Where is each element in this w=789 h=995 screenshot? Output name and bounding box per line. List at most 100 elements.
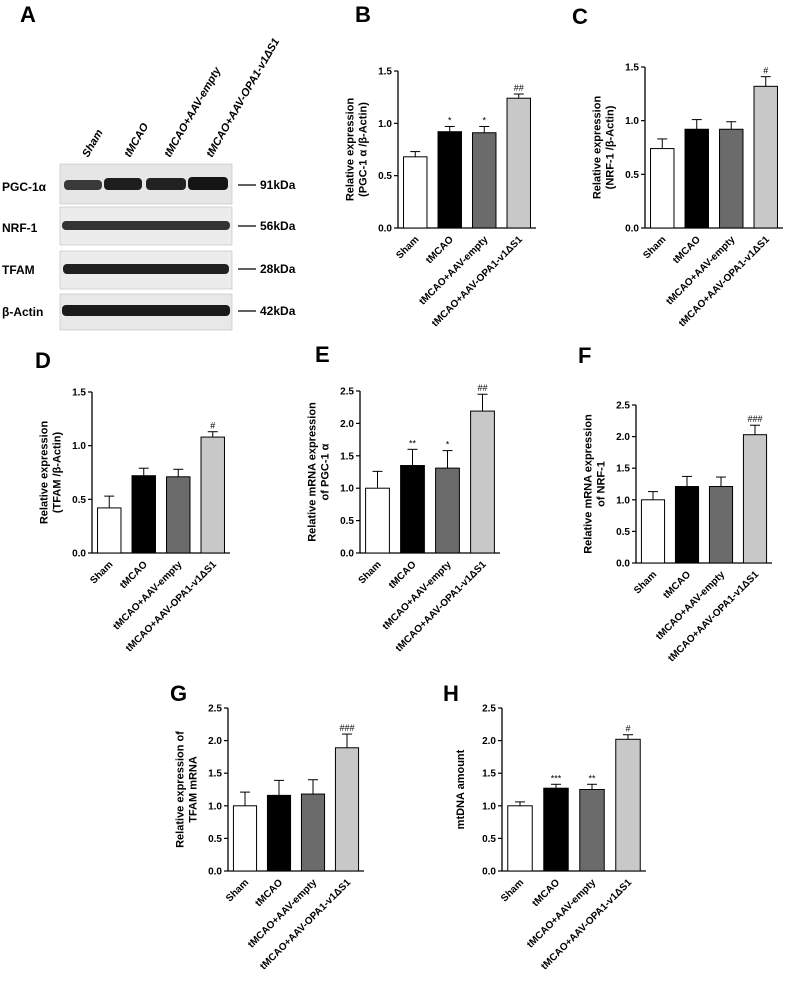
significance-aav-empty: ** xyxy=(588,773,596,783)
blot-band xyxy=(188,177,228,190)
significance-aav-opa1: ## xyxy=(477,383,487,393)
y-tick-label: 1.5 xyxy=(378,67,392,78)
category-label-aav-empty: tMCAO+AAV-empty xyxy=(381,559,454,632)
blot-band xyxy=(146,178,186,190)
bar-aav-opa1 xyxy=(334,747,360,872)
y-tick-label: 1.0 xyxy=(625,116,639,127)
category-label-sham: Sham xyxy=(224,877,251,904)
bar-sham xyxy=(650,148,675,229)
y-tick-label: 0.5 xyxy=(72,495,86,506)
significance-tmcao: ** xyxy=(409,438,417,448)
bar-tmcao xyxy=(437,131,462,229)
blot-band xyxy=(104,178,142,190)
y-axis-label: (TFAM /β-Actin) xyxy=(52,432,64,514)
y-tick-label: 2.5 xyxy=(482,704,496,715)
panel-letter-e: E xyxy=(315,342,330,367)
y-tick-label: 0.5 xyxy=(625,170,639,181)
y-axis-label: mtDNA amount xyxy=(455,749,467,829)
blot-row-tfam: TFAM 28kDa xyxy=(2,250,296,290)
blot-band xyxy=(64,180,102,190)
bar-tmcao xyxy=(674,486,700,564)
blot-row-actin: β-Actin 42kDa xyxy=(2,293,296,331)
blot-label-tfam: TFAM xyxy=(2,263,35,277)
y-tick-label: 1.5 xyxy=(208,769,222,780)
blot-kda-pgc1a: 91kDa xyxy=(260,178,296,192)
y-tick-label: 1.5 xyxy=(625,63,639,74)
bar-sham xyxy=(232,805,258,872)
y-axis-label: (NRF-1 /β-Actin) xyxy=(605,105,617,189)
panel-letter-h: H xyxy=(443,681,459,706)
y-tick-label: 0.5 xyxy=(482,834,496,845)
y-tick-label: 1.5 xyxy=(482,769,496,780)
y-axis-label: TFAM mRNA xyxy=(188,756,200,823)
y-axis-label: Relative mRNA expression xyxy=(307,402,319,542)
y-tick-label: 0.0 xyxy=(340,549,354,560)
bar-tmcao xyxy=(266,794,292,872)
bar-tmcao xyxy=(131,475,156,554)
blot-band xyxy=(63,264,229,274)
significance-aav-opa1: ### xyxy=(339,723,354,733)
category-label-sham: Sham xyxy=(641,234,668,261)
y-tick-label: 1.5 xyxy=(616,464,630,475)
blot-band xyxy=(62,221,230,230)
category-label-aav-empty: tMCAO+AAV-empty xyxy=(525,877,598,950)
significance-tmcao: * xyxy=(448,115,452,125)
panel-letter-c: C xyxy=(572,4,588,29)
blot-lane-sham: Sham xyxy=(80,127,105,159)
y-tick-label: 2.0 xyxy=(208,736,222,747)
y-tick-label: 0.0 xyxy=(482,867,496,878)
y-tick-label: 1.5 xyxy=(72,388,86,399)
y-axis-label: Relative expression xyxy=(39,421,51,525)
blot-lane-tmcao: tMCAO xyxy=(122,121,151,160)
bar-tmcao xyxy=(543,787,569,872)
bar-sham xyxy=(640,499,666,564)
significance-aav-opa1: ### xyxy=(747,414,762,424)
bar-aav-empty xyxy=(472,132,497,229)
bar-sham xyxy=(365,487,390,554)
y-tick-label: 2.0 xyxy=(340,419,354,430)
significance-aav-empty: * xyxy=(482,115,486,125)
blot-kda-nrf1: 56kDa xyxy=(260,219,296,233)
chart-e: 0.0 0.5 1.0 1.5 2.0 2.5 Relative mRNA expressi… xyxy=(307,383,500,654)
significance-aav-opa1: # xyxy=(763,66,768,76)
panel-letter-a: A xyxy=(20,2,36,27)
y-tick-label: 0.0 xyxy=(616,559,630,570)
y-tick-label: 1.0 xyxy=(482,801,496,812)
y-axis-label: of PGC-1 α xyxy=(320,443,332,500)
y-axis-label: Relative expression of xyxy=(175,731,187,848)
category-label-tmcao: tMCAO xyxy=(671,234,703,266)
bar-aav-empty xyxy=(579,789,605,872)
bar-aav-opa1 xyxy=(470,410,495,554)
y-tick-label: 2.0 xyxy=(482,736,496,747)
y-axis-label: of NRF-1 xyxy=(596,461,608,507)
panel-a: A Sham tMCAO tMCAO+AAV-empty tMCAO+AAV-O… xyxy=(2,2,296,331)
y-tick-label: 0.5 xyxy=(378,171,392,182)
significance-aav-opa1: # xyxy=(210,421,215,431)
y-tick-label: 1.0 xyxy=(616,495,630,506)
significance-aav-opa1: ## xyxy=(514,83,524,93)
bar-aav-empty xyxy=(300,793,326,872)
panel-letter-f: F xyxy=(578,343,591,368)
bar-aav-empty xyxy=(719,128,744,229)
bar-aav-empty xyxy=(166,476,191,554)
category-label-sham: Sham xyxy=(632,569,659,596)
y-tick-label: 0.5 xyxy=(340,516,354,527)
category-label-tmcao: tMCAO xyxy=(424,234,456,266)
bar-aav-opa1 xyxy=(615,738,641,872)
bar-aav-opa1 xyxy=(200,436,225,554)
bar-aav-opa1 xyxy=(742,434,768,564)
category-label-tmcao: tMCAO xyxy=(530,877,562,909)
y-tick-label: 1.0 xyxy=(340,484,354,495)
bar-sham xyxy=(97,507,122,554)
significance-aav-opa1: # xyxy=(625,724,630,734)
blot-lane-aav-opa1: tMCAO+AAV-OPA1-v1ΔS1 xyxy=(204,36,282,159)
y-axis-label: Relative expression xyxy=(345,98,357,202)
y-tick-label: 2.5 xyxy=(616,401,630,412)
bar-aav-opa1 xyxy=(753,85,778,229)
bar-aav-opa1 xyxy=(506,97,531,229)
y-tick-label: 1.0 xyxy=(208,801,222,812)
significance-aav-empty: * xyxy=(446,440,450,450)
y-tick-label: 0.0 xyxy=(72,549,86,560)
blot-label-actin: β-Actin xyxy=(2,305,43,319)
category-label-sham: Sham xyxy=(357,559,384,586)
